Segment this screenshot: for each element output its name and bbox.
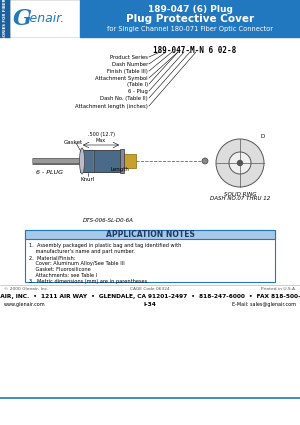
- Text: Printed in U.S.A.: Printed in U.S.A.: [261, 287, 296, 291]
- Text: www.glenair.com: www.glenair.com: [4, 302, 46, 307]
- Text: Length: Length: [111, 167, 129, 172]
- Text: Dash Number: Dash Number: [112, 62, 148, 66]
- Text: lenair.: lenair.: [27, 12, 65, 25]
- Bar: [80, 0, 300, 37]
- Bar: [120, 149, 124, 173]
- Text: Knurl: Knurl: [81, 177, 95, 182]
- Text: 1.  Assembly packaged in plastic bag and tag identified with: 1. Assembly packaged in plastic bag and …: [29, 243, 182, 248]
- Text: Dash No. (Table II): Dash No. (Table II): [100, 96, 148, 100]
- Text: E-Mail: sales@glenair.com: E-Mail: sales@glenair.com: [232, 302, 296, 307]
- Circle shape: [216, 139, 264, 187]
- Text: .500 (12.7)
Max: .500 (12.7) Max: [88, 132, 115, 143]
- Text: DTS-006-SL-D0-6A: DTS-006-SL-D0-6A: [82, 218, 134, 223]
- Bar: [25, 230, 275, 282]
- Text: Product Series: Product Series: [110, 54, 148, 60]
- Bar: [80, 150, 94, 172]
- Text: Plug Protective Cover: Plug Protective Cover: [126, 14, 254, 23]
- Bar: [10, 0, 80, 37]
- Text: Attachments: see Table I: Attachments: see Table I: [29, 273, 97, 278]
- Text: G: G: [13, 8, 32, 29]
- Text: Gasket: Fluorosilicone: Gasket: Fluorosilicone: [29, 267, 91, 272]
- Bar: [80, 150, 122, 172]
- Text: manufacturer's name and part number.: manufacturer's name and part number.: [29, 249, 135, 254]
- Text: 189-047 (6) Plug: 189-047 (6) Plug: [148, 5, 232, 14]
- Circle shape: [238, 161, 242, 165]
- Text: I-34: I-34: [144, 302, 156, 307]
- Text: D: D: [261, 134, 265, 139]
- Text: Gasket: Gasket: [64, 139, 83, 144]
- Text: 189-047-M-N 6 02-8: 189-047-M-N 6 02-8: [153, 45, 237, 54]
- Text: SOLID RING: SOLID RING: [224, 192, 256, 197]
- Text: ACCESSORIES FOR FIBER OPTIC: ACCESSORIES FOR FIBER OPTIC: [3, 0, 7, 53]
- Text: Finish (Table III): Finish (Table III): [107, 68, 148, 74]
- Text: (Table I): (Table I): [127, 82, 148, 87]
- Ellipse shape: [80, 148, 85, 174]
- Text: CAGE Code 06324: CAGE Code 06324: [130, 287, 170, 291]
- Text: © 2000 Glenair, Inc.: © 2000 Glenair, Inc.: [4, 287, 48, 291]
- Text: APPLICATION NOTES: APPLICATION NOTES: [106, 230, 194, 239]
- Text: 3.  Metric dimensions (mm) are in parentheses.: 3. Metric dimensions (mm) are in parenth…: [29, 279, 149, 284]
- Text: DASH NO.07 THRU 12: DASH NO.07 THRU 12: [210, 196, 270, 201]
- Text: Attachment length (inches): Attachment length (inches): [75, 104, 148, 108]
- Text: Attachment Symbol: Attachment Symbol: [95, 76, 148, 80]
- Text: 2.  Material/Finish:: 2. Material/Finish:: [29, 255, 75, 260]
- Bar: [122, 154, 136, 168]
- Circle shape: [202, 158, 208, 164]
- Text: Cover: Aluminum Alloy/See Table III: Cover: Aluminum Alloy/See Table III: [29, 261, 125, 266]
- Text: 6 - Plug: 6 - Plug: [128, 88, 148, 94]
- Text: for Single Channel 180-071 Fiber Optic Connector: for Single Channel 180-071 Fiber Optic C…: [107, 26, 273, 32]
- Text: 6 - PLUG: 6 - PLUG: [37, 170, 64, 175]
- Bar: [25, 230, 275, 239]
- Bar: [0, 0, 10, 37]
- Circle shape: [229, 152, 251, 174]
- Text: GLENAIR, INC.  •  1211 AIR WAY  •  GLENDALE, CA 91201-2497  •  818-247-6000  •  : GLENAIR, INC. • 1211 AIR WAY • GLENDALE,…: [0, 294, 300, 299]
